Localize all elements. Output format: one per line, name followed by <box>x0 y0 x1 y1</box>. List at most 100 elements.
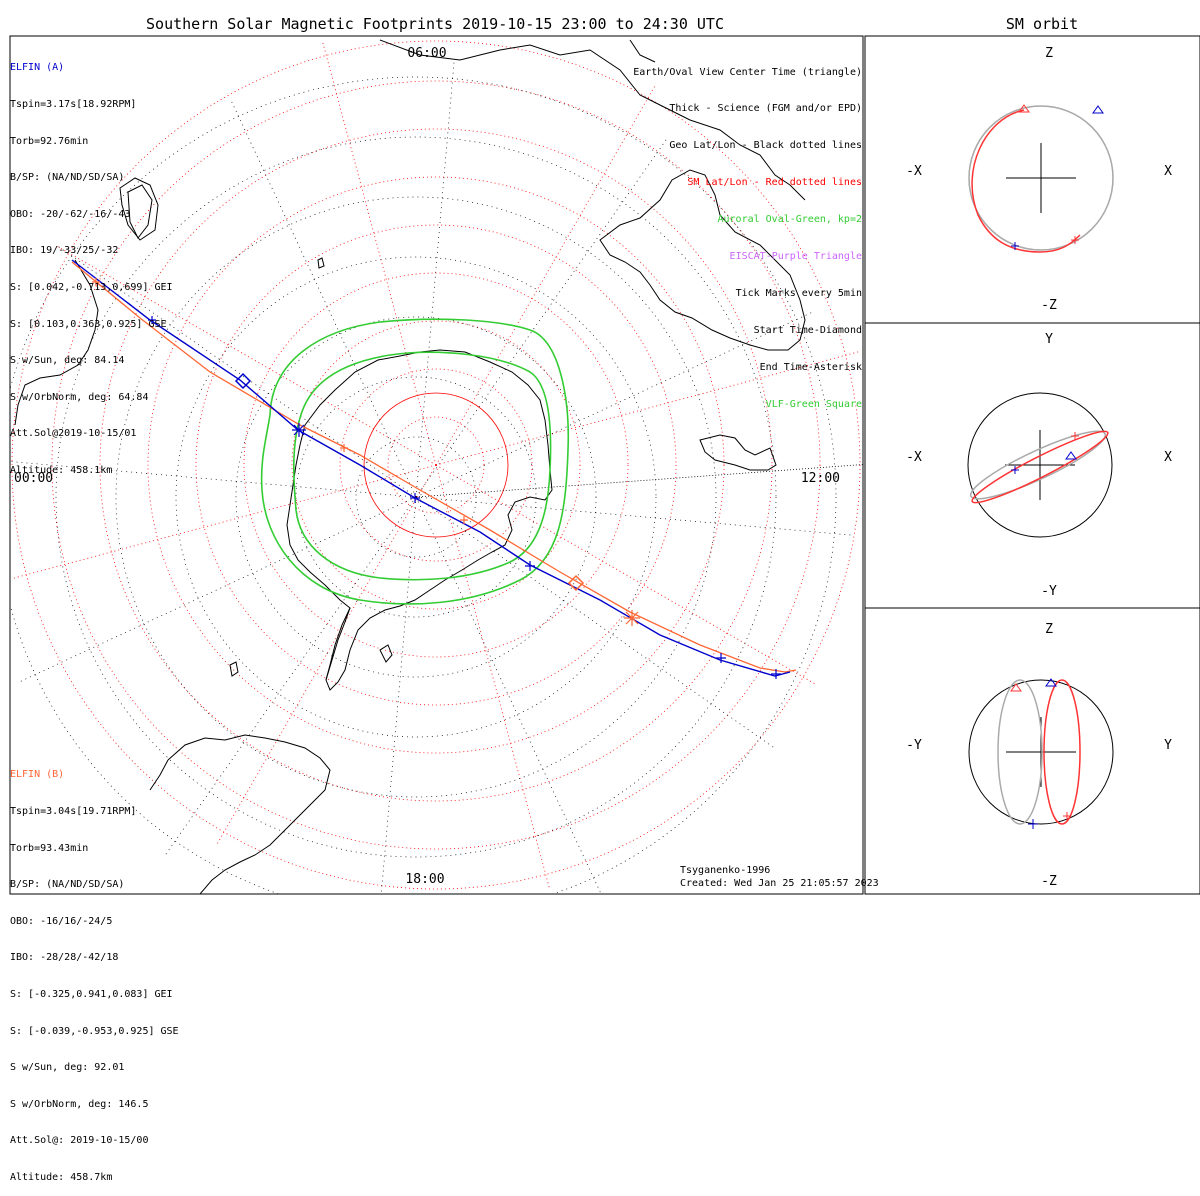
new-zealand-coast <box>699 434 777 471</box>
elfin-b-info: ELFIN (B) Tspin=3.04s[19.71RPM] Torb=93.… <box>10 745 179 1196</box>
axis-label-bottom: -Z <box>1041 874 1057 889</box>
geo-lon-line <box>415 496 855 536</box>
sm-lat-circle <box>51 80 821 850</box>
auroral-oval-inner <box>293 351 552 581</box>
geo-lat-circle <box>355 436 477 558</box>
mlt-label-top: 06:00 <box>407 46 446 61</box>
elfin-a-triangle <box>1092 105 1104 114</box>
geo-lon-line <box>55 244 417 498</box>
elfin-a-asterisk <box>1011 242 1019 250</box>
elfin-a-orbit <box>968 105 1114 251</box>
elfin-a-line: OBO: -20/-62/-16/-43 <box>10 208 131 220</box>
axis-label-top: Z <box>1045 622 1053 637</box>
sm-lat-circle <box>291 320 581 610</box>
sm-lat-circle <box>195 224 677 706</box>
elfin-b-triangle <box>1010 683 1022 692</box>
elfin-b-line: S: [-0.039,-0.953,0.925] GSE <box>10 1025 179 1037</box>
axis-label-left: -X <box>906 164 922 179</box>
elfin-a-line: S: [0.103,0.363,0.925] GSE <box>10 318 167 330</box>
geo-lon-lines <box>10 58 855 894</box>
legend-item: EISCAT-Purple Triangle <box>729 251 862 263</box>
antarctic-peninsula <box>325 607 351 681</box>
elfin-b-end-asterisk <box>624 610 640 626</box>
sm-lon-line <box>215 464 437 847</box>
island <box>317 257 325 269</box>
axis-label-left: -X <box>906 450 922 465</box>
legend-item: Start Time-Diamond <box>753 324 862 336</box>
elfin-a-orbit <box>997 679 1043 825</box>
created-credit: Created: Wed Jan 25 21:05:57 2023 <box>680 878 879 889</box>
elfin-a-line: IBO: 19/-33/25/-32 <box>10 245 119 257</box>
earth-circle <box>968 679 1114 825</box>
elfin-a-tick <box>716 653 726 663</box>
geo-lat-circles <box>10 76 837 894</box>
elfin-a-orbit <box>969 430 1107 500</box>
elfin-a-triangle <box>1045 678 1057 687</box>
axis-label-bottom: -Y <box>1041 584 1057 599</box>
figure-canvas: Southern Solar Magnetic Footprints 2019-… <box>9 15 1200 895</box>
coastlines <box>14 39 806 894</box>
elfin-b-line: Att.Sol@: 2019-10-15/00 <box>10 1135 149 1147</box>
elfin-b-tick <box>92 278 100 286</box>
elfin-a-name: ELFIN (A) <box>10 62 65 74</box>
geo-lon-line <box>415 496 602 894</box>
geo-lat-circle <box>295 376 537 618</box>
elfin-a-line: Tspin=3.17s[18.92RPM] <box>10 99 137 110</box>
plot-title: Southern Solar Magnetic Footprints 2019-… <box>146 15 724 33</box>
footprint-figure: Southern Solar Magnetic Footprints 2019-… <box>9 15 1200 895</box>
elfin-a-asterisk <box>1011 466 1019 474</box>
elfin-a-line: S w/Sun, deg: 84.14 <box>10 355 125 367</box>
elfin-a-markers <box>148 316 781 679</box>
elfin-a-asterisk <box>1028 819 1038 829</box>
model-credit: Tsyganenko-1996 <box>680 865 770 876</box>
sm-lat-circle <box>99 128 773 802</box>
axis-label-right: X <box>1164 164 1172 179</box>
elfin-b-start-diamond <box>567 574 585 592</box>
elfin-a-tick <box>410 493 420 503</box>
axis-label-top: Z <box>1045 46 1053 61</box>
geo-lon-line <box>163 496 417 858</box>
elfin-a-tick <box>148 316 156 324</box>
axis-label-top: Y <box>1045 332 1053 347</box>
sm-lon-lines <box>10 39 862 891</box>
sm-pole-circle <box>363 392 509 538</box>
geo-lat-circle <box>175 256 657 738</box>
elfin-b-line: B/SP: (NA/ND/SD/SA) <box>10 879 125 891</box>
mlt-label-right: 12:00 <box>801 471 840 486</box>
legend-item: Auroral Oval-Green, kp=2 <box>717 214 863 226</box>
elfin-b-asterisk <box>1071 236 1079 244</box>
elfin-b-asterisk <box>1071 432 1079 440</box>
madagascar-coast <box>127 184 153 239</box>
elfin-a-line: Att.Sol@2019-10-15/01 <box>10 428 137 440</box>
geo-lon-line <box>415 496 777 750</box>
mlt-label-bottom: 18:00 <box>405 872 444 887</box>
elfin-a-triangle <box>1065 451 1077 460</box>
axis-label-bottom: -Z <box>1041 298 1057 313</box>
elfin-a-tick <box>525 561 535 571</box>
orbit-frame <box>864 35 1200 895</box>
elfin-b-tick <box>340 444 348 452</box>
south-america-coast <box>149 734 331 894</box>
orbit-panel-yz: Z -Z -Y Y <box>906 622 1172 889</box>
orbit-title: SM orbit <box>1006 15 1078 33</box>
orbit-panel-xy: Y -Y -X X <box>906 332 1172 599</box>
elfin-b-line: Tspin=3.04s[19.71RPM] <box>10 806 137 817</box>
elfin-a-end-asterisk <box>292 423 306 437</box>
elfin-b-orbit <box>971 109 1081 253</box>
sm-lon-line <box>435 350 862 466</box>
island <box>379 644 393 663</box>
geo-lon-line <box>415 58 455 498</box>
elfin-a-line: S: [0.042,-0.713,0.699] GEI <box>10 281 173 293</box>
elfin-b-tick <box>460 516 468 524</box>
elfin-a-line: Altitude: 458.1km <box>10 464 113 476</box>
asia-coast <box>379 39 806 201</box>
legend-item: Geo Lat/Lon - Black dotted lines <box>669 140 862 152</box>
legend-item: VLF-Green Square <box>765 398 862 410</box>
sm-lat-circle <box>339 368 533 562</box>
geo-lat-circle <box>10 76 837 894</box>
sm-lon-line <box>435 83 657 466</box>
legend-item: SM Lat/Lon - Red dotted lines <box>687 177 862 189</box>
geo-lat-circle <box>235 316 597 678</box>
geo-lon-line <box>415 136 669 498</box>
elfin-b-line: OBO: -16/16/-24/5 <box>10 915 113 927</box>
